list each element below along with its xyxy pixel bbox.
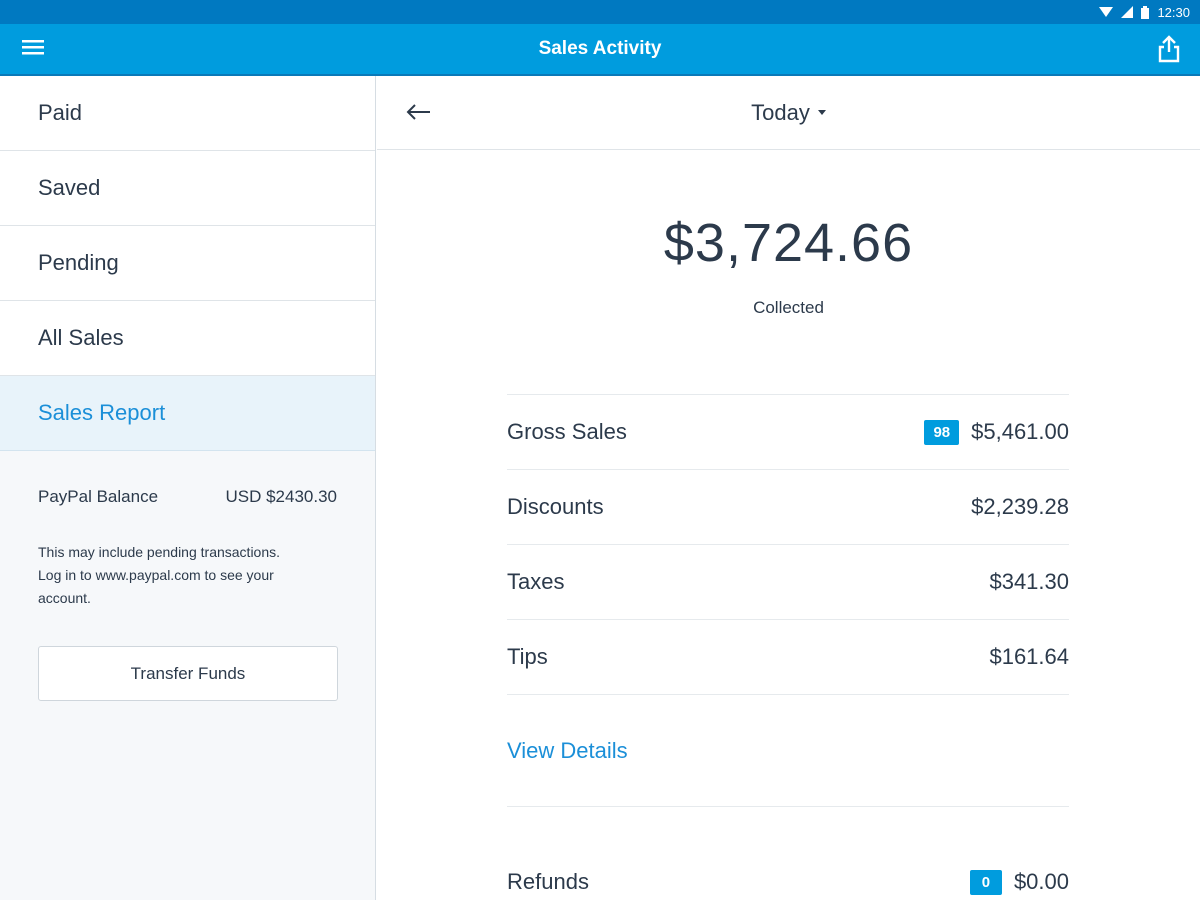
report-header: Today — [377, 76, 1200, 150]
refunds-row: Refunds 0 $0.00 — [507, 845, 1069, 919]
balance-label: PayPal Balance — [38, 487, 159, 506]
row-label: Taxes — [507, 569, 565, 594]
sidebar-item-label: All Sales — [38, 325, 124, 350]
gross-sales-row: Gross Sales 98 $5,461.00 — [507, 395, 1069, 470]
period-dropdown[interactable]: Today — [751, 100, 826, 126]
sidebar-item-all-sales[interactable]: All Sales — [0, 301, 375, 376]
sidebar-item-saved[interactable]: Saved — [0, 151, 375, 226]
tips-row: Tips $161.64 — [507, 620, 1069, 695]
sales-summary: Gross Sales 98 $5,461.00 Discounts $2,23… — [507, 394, 1069, 919]
status-bar: 12:30 — [0, 0, 1200, 24]
row-label: Tips — [507, 644, 548, 669]
count-badge: 0 — [969, 869, 1002, 895]
battery-icon — [1141, 5, 1150, 19]
transfer-funds-button[interactable]: Transfer Funds — [38, 646, 338, 701]
signal-icon — [1121, 6, 1134, 18]
hamburger-menu-icon[interactable] — [22, 38, 44, 61]
caret-down-icon — [817, 110, 826, 115]
period-label: Today — [751, 99, 810, 125]
sidebar-item-sales-report[interactable]: Sales Report — [0, 376, 375, 451]
share-icon[interactable] — [1158, 35, 1180, 68]
row-label: Discounts — [507, 494, 604, 519]
row-value: $341.30 — [989, 569, 1069, 594]
app-bar: Sales Activity — [0, 24, 1200, 74]
sidebar-item-paid[interactable]: Paid — [0, 76, 375, 151]
page-title: Sales Activity — [538, 38, 662, 59]
row-label: Refunds — [507, 869, 589, 894]
sidebar-item-label: Pending — [38, 250, 119, 275]
wifi-icon — [1099, 6, 1114, 18]
row-value: $2,239.28 — [971, 494, 1069, 519]
collected-amount: $3,724.66 — [663, 213, 914, 273]
count-badge: 98 — [924, 419, 960, 445]
status-time: 12:30 — [1157, 4, 1190, 20]
paypal-balance: PayPal Balance USD $2430.30 — [0, 451, 375, 507]
balance-note: This may include pending transactions. L… — [38, 544, 281, 606]
sidebar-item-label: Saved — [38, 175, 101, 200]
divider — [507, 394, 1069, 395]
balance-value: USD $2430.30 — [225, 487, 337, 506]
sales-report-panel: Today $3,724.66 Collected Gross Sales 98… — [377, 76, 1200, 900]
row-label: Gross Sales — [507, 419, 627, 444]
back-arrow-icon[interactable] — [405, 102, 431, 127]
discounts-row: Discounts $2,239.28 — [507, 470, 1069, 545]
sidebar-item-label: Paid — [38, 100, 83, 125]
taxes-row: Taxes $341.30 — [507, 545, 1069, 620]
row-value: $161.64 — [989, 644, 1069, 669]
sidebar-item-pending[interactable]: Pending — [0, 226, 375, 301]
sidebar-item-label: Sales Report — [38, 400, 166, 425]
row-value: $0.00 — [1013, 869, 1069, 894]
app-bar-divider — [0, 74, 1200, 76]
sidebar: Paid Saved Pending All Sales Sales Repor… — [0, 76, 376, 900]
view-details-link[interactable]: View Details — [507, 695, 1069, 807]
collected-label: Collected — [753, 298, 824, 317]
row-value: $5,461.00 — [971, 419, 1069, 444]
